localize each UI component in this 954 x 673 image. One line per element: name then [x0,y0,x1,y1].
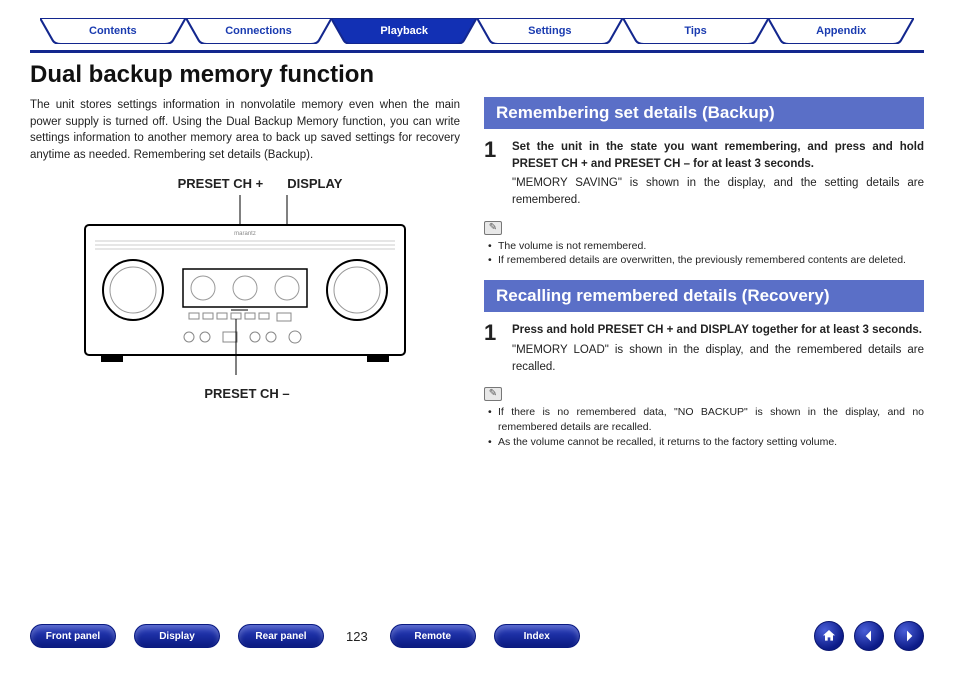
pencil-note-icon: ✎ [484,387,502,401]
tab-label: Appendix [816,25,866,37]
tab-settings[interactable]: Settings [477,18,623,44]
recovery-step-body: Press and hold PRESET CH + and DISPLAY t… [512,322,924,375]
bottom-nav-icons [814,621,924,651]
tab-connections[interactable]: Connections [186,18,332,44]
recovery-step-instruction: Press and hold PRESET CH + and DISPLAY t… [512,322,924,339]
device-top-labels: PRESET CH + DISPLAY [65,176,425,191]
page-number: 123 [346,629,368,644]
bottom-nav-bar: Front panel Display Rear panel 123 Remot… [30,621,924,651]
tab-contents[interactable]: Contents [40,18,186,44]
backup-step-body: Set the unit in the state you want remem… [512,139,924,209]
backup-step-desc: "MEMORY SAVING" is shown in the display,… [512,175,924,208]
page-title: Dual backup memory function [30,61,924,89]
section-heading-backup: Remembering set details (Backup) [484,97,924,129]
page-container: Contents Connections Playback Settings Tips A… [0,0,954,461]
right-column: Remembering set details (Backup) 1 Set t… [484,97,924,461]
label-preset-ch-minus: PRESET CH – [65,386,425,401]
backup-step: 1 Set the unit in the state you want rem… [484,139,924,209]
backup-step-instruction: Set the unit in the state you want remem… [512,139,924,172]
recovery-step-number: 1 [484,322,502,375]
list-item: If there is no remembered data, "NO BACK… [488,405,924,434]
device-figure: PRESET CH + DISPLAY [65,176,425,401]
left-column: The unit stores settings information in … [30,97,460,461]
next-icon[interactable] [894,621,924,651]
recovery-step-desc: "MEMORY LOAD" is shown in the display, a… [512,342,924,375]
header-divider [30,50,924,53]
tab-label: Tips [684,25,706,37]
nav-rear-panel-button[interactable]: Rear panel [238,624,324,648]
intro-text: The unit stores settings information in … [30,97,460,164]
tab-label: Contents [89,25,137,37]
top-tab-bar: Contents Connections Playback Settings Tips A… [30,18,924,44]
tab-label: Connections [225,25,292,37]
list-item: As the volume cannot be recalled, it ret… [488,435,924,450]
recovery-notes-list: If there is no remembered data, "NO BACK… [484,405,924,449]
bottom-nav-right-group: Remote Index [390,624,580,648]
tab-tips[interactable]: Tips [623,18,769,44]
content-columns: The unit stores settings information in … [30,97,924,461]
list-item: The volume is not remembered. [488,239,924,254]
list-item: If remembered details are overwritten, t… [488,253,924,268]
nav-front-panel-button[interactable]: Front panel [30,624,116,648]
section-heading-recovery: Recalling remembered details (Recovery) [484,280,924,312]
pencil-note-icon: ✎ [484,221,502,235]
tab-playback[interactable]: Playback [331,18,477,44]
svg-text:marantz: marantz [234,231,256,237]
prev-icon[interactable] [854,621,884,651]
recovery-step: 1 Press and hold PRESET CH + and DISPLAY… [484,322,924,375]
bottom-nav-left-group: Front panel Display Rear panel [30,624,324,648]
tab-label: Playback [380,25,428,37]
backup-step-number: 1 [484,139,502,209]
tab-label: Settings [528,25,571,37]
device-illustration: marantz [65,195,425,375]
backup-notes-list: The volume is not remembered. If remembe… [484,239,924,268]
nav-display-button[interactable]: Display [134,624,220,648]
tab-appendix[interactable]: Appendix [768,18,914,44]
home-icon[interactable] [814,621,844,651]
label-display: DISPLAY [287,176,342,191]
label-preset-ch-plus: PRESET CH + [178,176,264,191]
nav-remote-button[interactable]: Remote [390,624,476,648]
nav-index-button[interactable]: Index [494,624,580,648]
